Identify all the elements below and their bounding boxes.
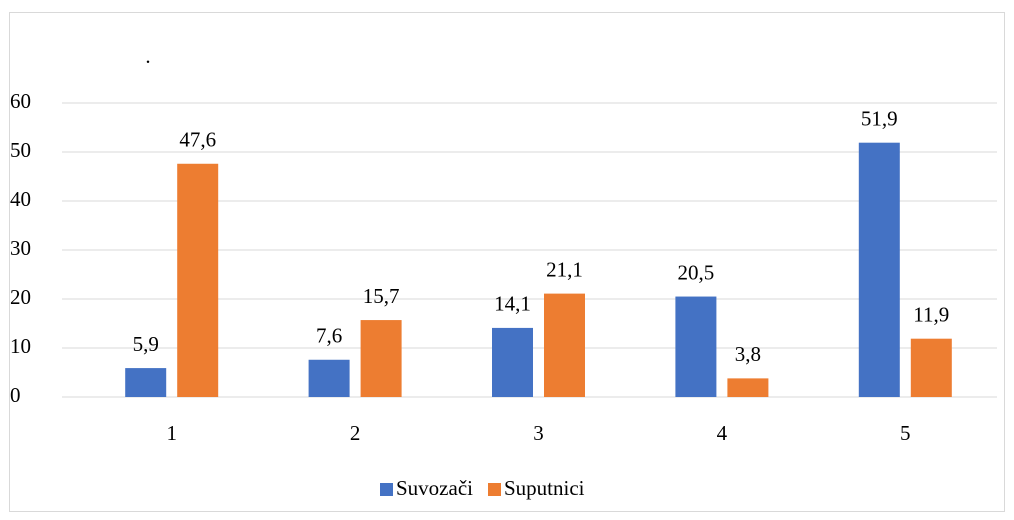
- value-label: 47,6: [179, 128, 216, 152]
- value-label: 5,9: [133, 332, 159, 356]
- y-tick-label: 60: [10, 89, 31, 113]
- value-label: 14,1: [494, 292, 531, 316]
- legend-swatch: [488, 483, 501, 496]
- value-label: 20,5: [678, 260, 715, 284]
- bar: [177, 163, 219, 397]
- value-label: 21,1: [546, 257, 583, 281]
- legend-label: Suputnici: [504, 476, 585, 500]
- bar: [544, 293, 585, 397]
- bar: [492, 327, 533, 397]
- x-tick-label: 2: [350, 421, 361, 445]
- bar: [858, 142, 900, 397]
- bar: [910, 338, 952, 397]
- y-tick-label: 30: [10, 236, 31, 260]
- y-tick-label: 50: [10, 138, 31, 162]
- legend-swatch: [380, 483, 393, 496]
- x-tick-label: 3: [533, 421, 544, 445]
- chart-border: [9, 12, 1005, 512]
- value-label: 51,9: [861, 107, 898, 131]
- bar: [727, 378, 769, 397]
- x-tick-label: 5: [900, 421, 911, 445]
- bar: [125, 368, 167, 397]
- x-tick-label: 4: [717, 421, 728, 445]
- y-tick-label: 0: [10, 383, 21, 407]
- y-tick-label: 20: [10, 285, 31, 309]
- chart-title: .: [145, 44, 150, 68]
- legend-label: Suvozači: [396, 476, 473, 500]
- bar: [675, 296, 717, 397]
- y-tick-label: 40: [10, 187, 31, 211]
- value-label: 3,8: [735, 342, 761, 366]
- y-tick-label: 10: [10, 334, 31, 358]
- bar: [360, 320, 402, 397]
- bar: [308, 359, 350, 397]
- x-tick-label: 1: [166, 421, 177, 445]
- value-label: 11,9: [913, 303, 949, 327]
- value-label: 15,7: [363, 284, 400, 308]
- value-label: 7,6: [316, 324, 342, 348]
